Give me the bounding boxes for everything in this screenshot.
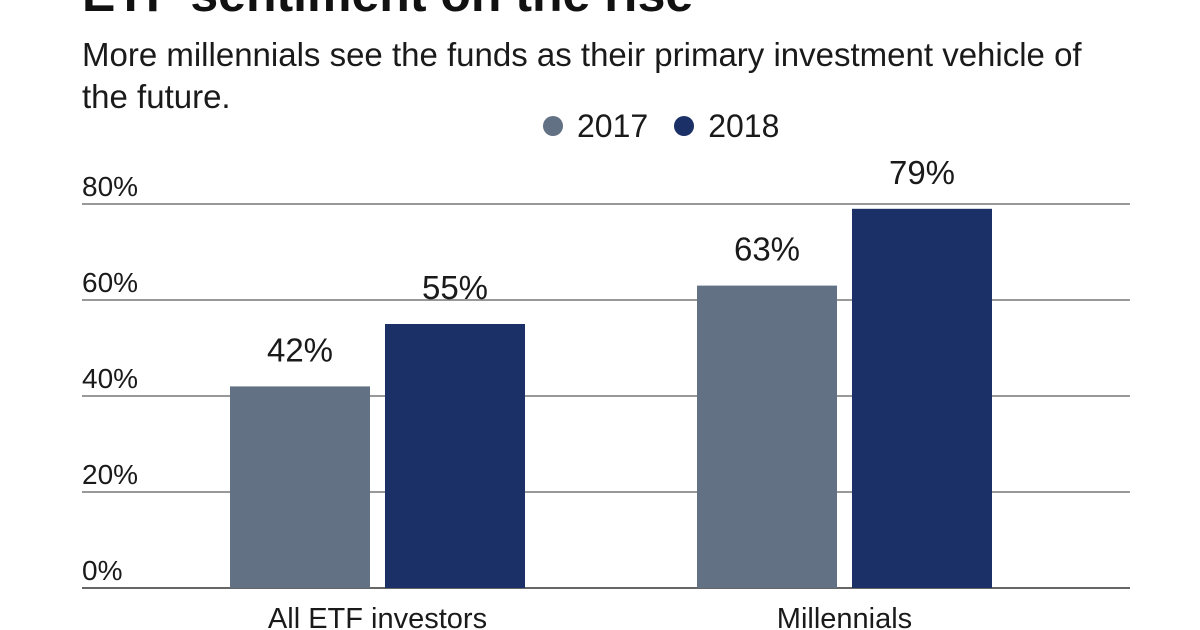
bar-2018-0 <box>385 324 525 588</box>
legend-item-2018: 2018 <box>674 108 779 145</box>
bar-2017-1 <box>697 285 837 588</box>
bar-label-2018-0: 55% <box>422 269 488 306</box>
legend-swatch-2018 <box>674 116 695 136</box>
y-tick-label-20: 20% <box>82 459 138 490</box>
bar-2017-0 <box>230 386 370 588</box>
legend-label-2018: 2018 <box>708 107 780 144</box>
x-category-label-0: All ETF investors <box>268 603 487 630</box>
bar-2018-1 <box>852 208 992 589</box>
y-tick-label-40: 40% <box>82 363 138 394</box>
y-tick-label-60: 60% <box>82 267 138 298</box>
bar-label-2017-0: 42% <box>267 331 333 368</box>
y-tick-label-80: 80% <box>82 171 138 202</box>
legend: 2017 2018 <box>543 106 779 146</box>
chart-title: ETF sentiment on the rise <box>82 0 693 22</box>
bar-label-2017-1: 63% <box>734 231 800 268</box>
legend-item-2017: 2017 <box>543 108 648 145</box>
legend-label-2017: 2017 <box>577 107 649 144</box>
chart-subtitle: More millennials see the funds as their … <box>82 36 1082 115</box>
x-category-label-1: Millennials <box>777 603 912 630</box>
y-tick-label-0: 0% <box>82 555 122 586</box>
bar-label-2018-1: 79% <box>889 154 955 191</box>
legend-swatch-2017 <box>543 116 563 136</box>
